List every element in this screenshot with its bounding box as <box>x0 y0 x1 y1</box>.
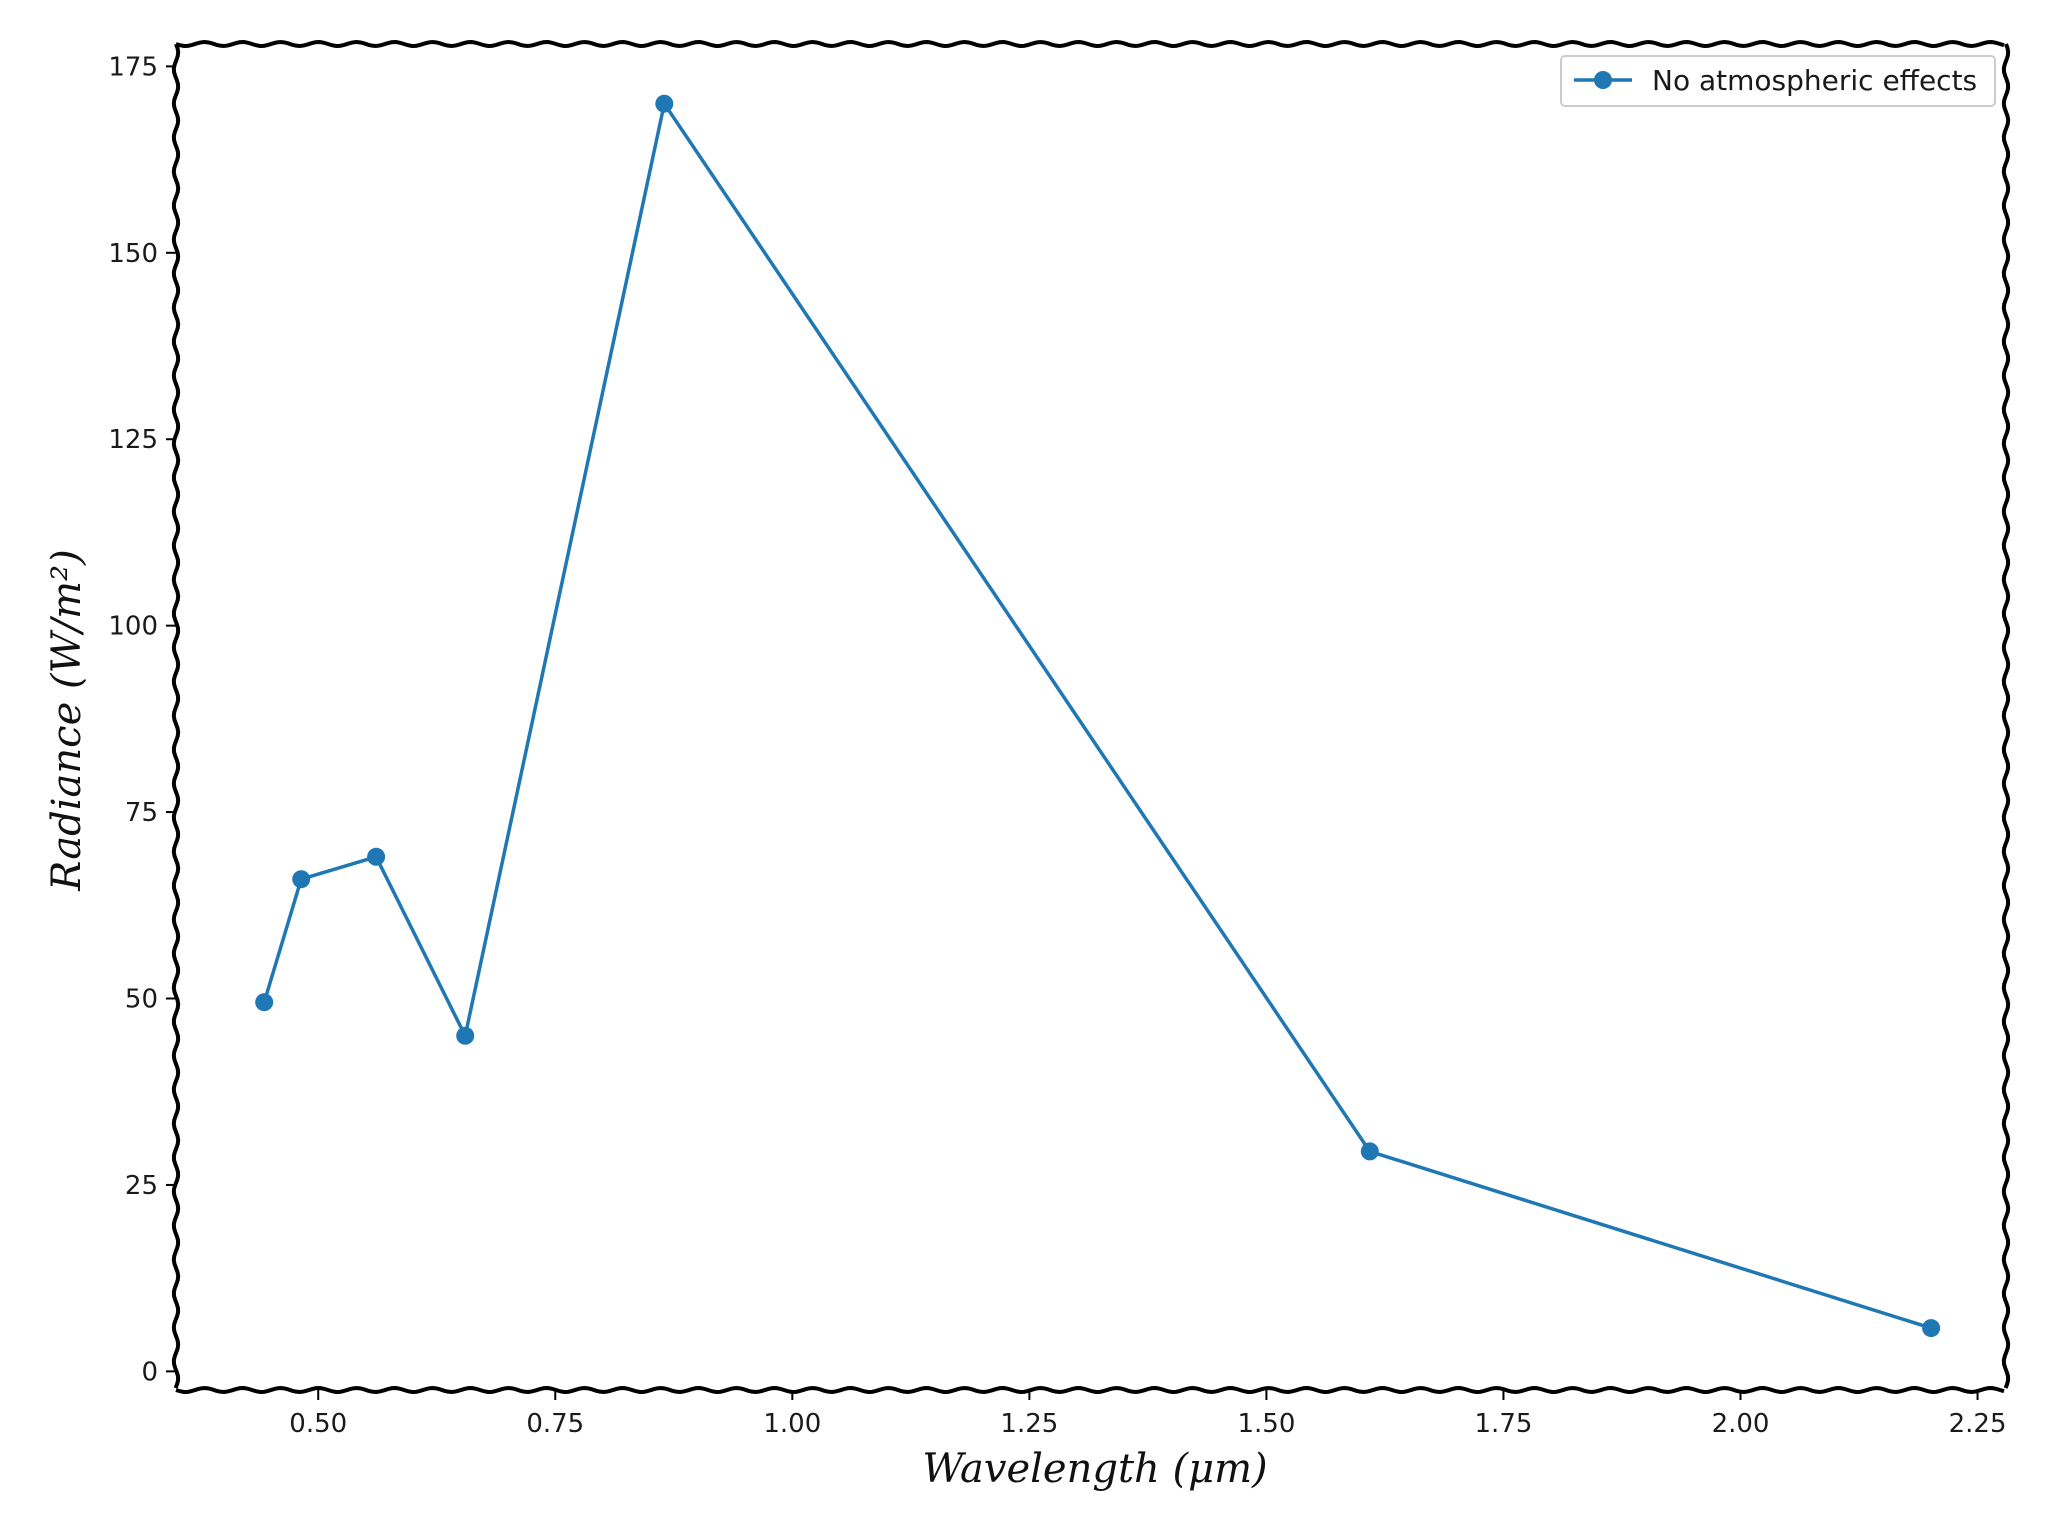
data-point <box>655 94 674 113</box>
y-tick-label: 100 <box>108 612 158 642</box>
x-tick-label: 1.25 <box>1000 1409 1058 1439</box>
y-tick-label: 75 <box>125 798 158 828</box>
x-tick-label: 1.75 <box>1475 1409 1533 1439</box>
y-tick-label: 175 <box>108 52 158 82</box>
series-line <box>262 101 1932 1330</box>
x-tick-label: 2.00 <box>1712 1409 1770 1439</box>
y-tick-label: 50 <box>125 985 158 1015</box>
legend-box <box>1560 55 1996 107</box>
x-tick-label: 2.25 <box>1949 1409 2007 1439</box>
data-point <box>1360 1142 1379 1161</box>
plot-frame-left <box>171 43 181 1389</box>
data-point <box>255 993 274 1012</box>
legend: No atmospheric effects <box>1560 55 1996 107</box>
x-tick-label: 0.75 <box>526 1409 584 1439</box>
y-tick-label: 25 <box>125 1171 158 1201</box>
x-axis-title: Wavelength (μm) <box>922 1446 1267 1492</box>
legend-label: No atmospheric effects <box>1652 64 1977 97</box>
y-tick-label: 150 <box>108 239 158 269</box>
data-point <box>292 870 311 889</box>
y-axis-title: Radiance (W/m²) <box>44 549 90 891</box>
y-tick-label: 0 <box>141 1357 158 1387</box>
legend-marker <box>1594 71 1612 89</box>
plot-frame-right <box>2001 43 2011 1389</box>
data-point <box>1922 1319 1941 1338</box>
x-tick-label: 1.50 <box>1237 1409 1295 1439</box>
plot-frame-bottom <box>175 1385 2005 1395</box>
series-layer <box>255 94 1941 1338</box>
data-point <box>367 847 386 866</box>
y-tick-label: 125 <box>108 425 158 455</box>
plot-frame-top <box>175 39 2005 49</box>
x-axis-ticks: 0.50 0.75 1.00 1.25 1.50 1.75 2.00 2.25 <box>289 1390 2006 1439</box>
data-point <box>456 1026 475 1045</box>
y-axis-ticks: 0 25 50 75 100 125 150 175 <box>108 52 176 1387</box>
x-tick-label: 1.00 <box>763 1409 821 1439</box>
plot-frame <box>171 39 2011 1395</box>
x-tick-label: 0.50 <box>289 1409 347 1439</box>
